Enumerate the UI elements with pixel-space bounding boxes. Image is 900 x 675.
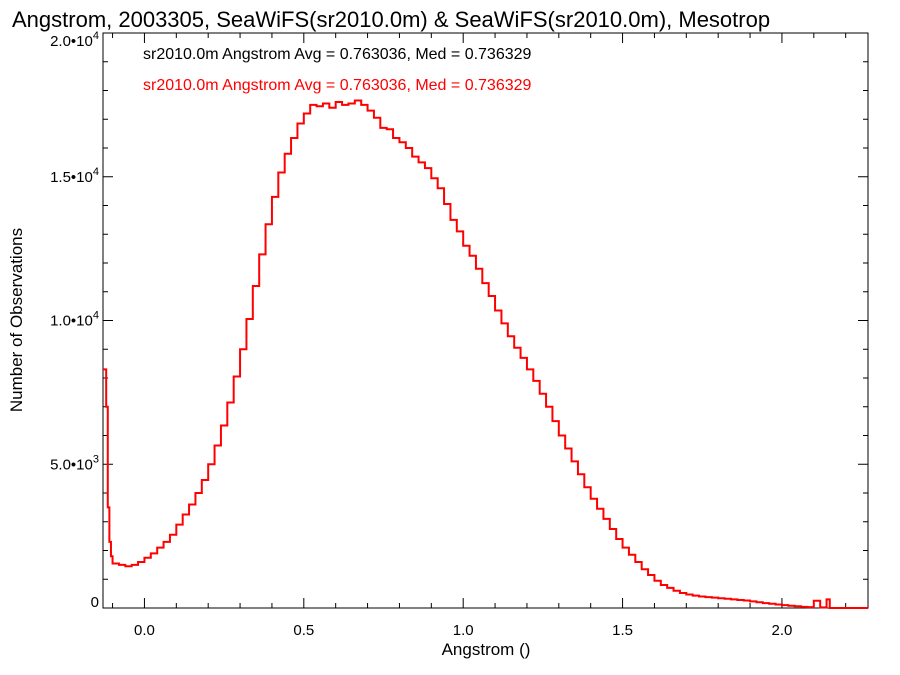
axis-ticks (103, 32, 868, 609)
y-tick-label: 1.0•104 (50, 310, 99, 330)
y-tick-label: 5.0•103 (50, 453, 99, 473)
x-tick-label: 2.0 (772, 622, 793, 639)
legend-entry-red: sr2010.0m Angstrom Avg = 0.763036, Med =… (143, 77, 532, 94)
x-tick-labels: 0.0 0.5 1.0 1.5 2.0 (134, 622, 792, 639)
x-tick-label: 0.5 (293, 622, 314, 639)
x-tick-label: 1.0 (453, 622, 474, 639)
plot-frame (102, 32, 869, 609)
y-tick-label: 2.0•104 (50, 30, 99, 50)
x-tick-label: 0.0 (134, 622, 155, 639)
x-tick-label: 1.5 (612, 622, 633, 639)
y-axis-title: Number of Observations (7, 228, 26, 412)
y-tick-label: 1.5•104 (50, 166, 99, 186)
y-tick-labels: 0 5.0•103 1.0•104 1.5•104 2.0•104 (50, 30, 99, 611)
chart-title: Angstrom, 2003305, SeaWiFS(sr2010.0m) & … (12, 7, 770, 32)
legend-entry-black: sr2010.0m Angstrom Avg = 0.763036, Med =… (143, 46, 532, 63)
y-tick-label: 0 (91, 594, 99, 611)
x-axis-title: Angstrom () (442, 640, 531, 659)
histogram-series-line (103, 99, 868, 609)
